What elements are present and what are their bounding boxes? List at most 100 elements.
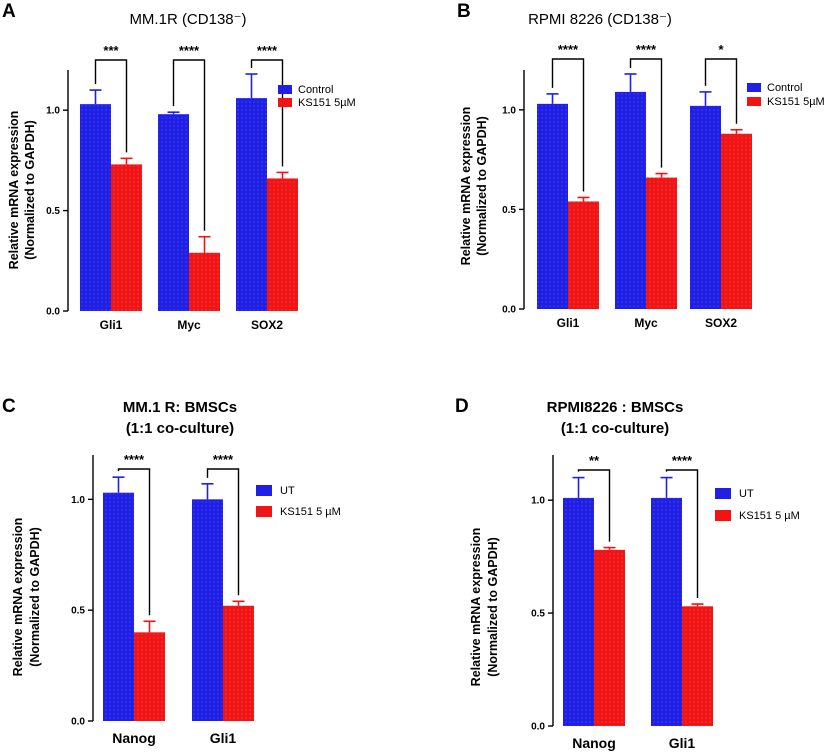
y-axis-label-b-line2: (Normalized to GAPDH) [475,116,489,256]
bar-texture [721,133,752,309]
bar-texture [646,177,677,309]
y-axis-label-a-line1: Relative mRNA expression [7,111,21,270]
y-tick-label: 0.0 [71,717,85,728]
chart-title-d-line1: RPMI8226 : BMSCs [547,399,684,416]
y-axis-label-d-line2: (Normalized to GAPDH) [486,537,500,677]
bar-texture [568,201,599,309]
bar-texture [682,606,713,726]
significance-stars: **** [636,42,657,57]
panel-label-d: D [455,396,469,417]
bar-texture [690,105,721,309]
x-tick-label: Myc [177,318,201,332]
x-tick-label: Myc [634,316,658,330]
significance-bracket [117,468,151,616]
legend-swatch-control [278,85,292,94]
chart-title-a: MM.1R (CD138⁻) [129,11,246,28]
significance-bracket [551,58,585,192]
panel-label-a: A [2,1,16,22]
y-tick-label: 0.0 [46,307,60,318]
significance-stars: **** [672,453,693,468]
significance-bracket [629,58,663,168]
legend-swatch-ut [256,485,272,496]
legend-swatch-control [747,83,761,92]
bar-texture [267,178,298,311]
significance-bracket [704,58,738,124]
significance-bracket [577,469,611,542]
x-tick-label: Gli1 [669,735,696,751]
y-tick-label: 0.5 [531,609,545,620]
y-tick-label: 0.0 [502,305,516,316]
y-tick-label: 1.0 [531,496,545,507]
x-tick-label: Gli1 [210,730,237,746]
y-tick-label: 1.0 [502,105,516,116]
chart-title-b: RPMI 8226 (CD138⁻) [528,11,672,28]
bar-texture [134,632,165,721]
significance-bracket [250,59,284,167]
legend-label-ut: UT [739,488,754,500]
x-tick-label: SOX2 [251,318,283,332]
x-tick-label: Nanog [572,735,616,751]
x-tick-label: Gli1 [557,316,580,330]
bar-texture [651,497,682,726]
y-tick-label: 0.0 [531,722,545,733]
chart-title-c-line1: MM.1 R: BMSCs [123,399,237,416]
panel-b: B RPMI 8226 (CD138⁻) Relative mRNA expre… [457,1,825,330]
legend-label-treated: KS151 5µM [767,96,825,108]
significance-stars: **** [213,452,234,467]
significance-bracket [94,59,128,153]
legend-label-treated: KS151 5 µM [739,510,800,522]
panel-c: C MM.1 R: BMSCs (1:1 co-culture) Relativ… [2,396,341,746]
y-axis-label-b-line1: Relative mRNA expression [459,107,473,266]
legend-label-ut: UT [280,485,295,497]
panel-a: A MM.1R (CD138⁻) Relative mRNA expressio… [2,1,356,332]
legend-swatch-treated [715,510,731,521]
x-tick-label: SOX2 [705,316,737,330]
significance-stars: *** [103,43,119,58]
bar-texture [537,103,568,309]
chart-title-d-line2: (1:1 co-culture) [561,420,669,437]
significance-stars: * [718,42,724,57]
significance-stars: ** [589,453,600,468]
bar-texture [236,98,267,311]
significance-stars: **** [124,452,145,467]
panel-label-b: B [457,1,471,22]
bar-texture [80,104,111,312]
bar-texture [103,492,134,721]
legend-swatch-treated [278,98,292,107]
legend-label-treated: KS151 5 µM [280,506,341,518]
panel-label-c: C [2,396,16,417]
significance-stars: **** [558,42,579,57]
bar-texture [189,252,220,311]
legend-label-treated: KS151 5µM [298,97,356,109]
y-tick-label: 0.5 [502,205,516,216]
chart-title-c-line2: (1:1 co-culture) [126,420,234,437]
bar-texture [223,605,254,721]
legend-label-control: Control [298,84,333,96]
significance-bracket [206,468,240,596]
bar-texture [111,164,142,311]
x-tick-label: Gli1 [100,318,123,332]
legend-swatch-ut [715,488,731,499]
bar-texture [192,499,223,721]
y-axis-label-c-line1: Relative mRNA expression [11,518,25,677]
legend-swatch-treated [256,506,272,517]
y-tick-label: 1.0 [71,495,85,506]
legend-label-control: Control [767,82,802,94]
legend-swatch-treated [747,97,761,106]
bar-texture [594,549,625,726]
significance-stars: **** [257,43,278,58]
y-tick-label: 0.5 [71,606,85,617]
bar-texture [158,114,189,311]
significance-stars: **** [179,43,200,58]
x-tick-label: Nanog [112,730,156,746]
y-axis-label-d-line1: Relative mRNA expression [469,528,483,687]
y-axis-label-c-line2: (Normalized to GAPDH) [28,527,42,667]
y-tick-label: 1.0 [46,106,60,117]
bar-texture [563,497,594,726]
y-tick-label: 0.5 [46,206,60,217]
significance-bracket [172,59,206,231]
panel-d: D RPMI8226 : BMSCs (1:1 co-culture) Rela… [455,396,800,751]
y-axis-label-a-line2: (Normalized to GAPDH) [23,120,37,260]
bar-texture [615,91,646,310]
